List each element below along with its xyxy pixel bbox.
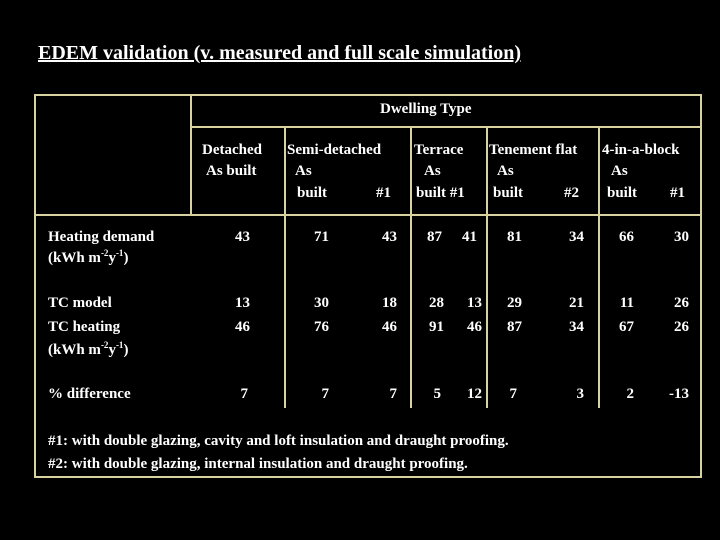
col-header-terrace: Terrace <box>414 142 464 158</box>
cell-value: 81 <box>507 229 522 245</box>
cell-value: 28 <box>429 295 444 311</box>
subheader-variant: #2 <box>564 185 579 201</box>
footnote-1: #1: with double glazing, cavity and loft… <box>48 433 509 449</box>
cell-value: 30 <box>314 295 329 311</box>
grid-line <box>284 126 286 408</box>
cell-value: 43 <box>382 229 397 245</box>
grid-line <box>598 126 600 408</box>
row-label: TC model <box>48 295 112 311</box>
cell-value: 2 <box>626 386 635 402</box>
subheader-built: built <box>493 185 524 201</box>
row-label-unit: (kWh m-2y-1) <box>48 340 129 359</box>
subheader-as: As built <box>206 163 257 179</box>
subheader-as: As <box>295 163 312 179</box>
cell-value: 30 <box>674 229 689 245</box>
group-header: Dwelling Type <box>380 101 472 117</box>
cell-value: -13 <box>669 386 689 402</box>
cell-value: 67 <box>619 319 634 335</box>
grid-line <box>486 126 488 408</box>
cell-value: 46 <box>382 319 397 335</box>
cell-value: 66 <box>619 229 634 245</box>
cell-value: 46 <box>467 319 482 335</box>
grid-line <box>36 214 702 216</box>
validation-table <box>34 94 702 478</box>
cell-value: 34 <box>569 229 584 245</box>
cell-value: 29 <box>507 295 522 311</box>
cell-value: 7 <box>321 386 330 402</box>
subheader-as: As <box>497 163 514 179</box>
page-title: EDEM validation (v. measured and full sc… <box>38 42 522 64</box>
cell-value: 76 <box>314 319 329 335</box>
cell-value: 46 <box>235 319 250 335</box>
cell-value: 41 <box>462 229 477 245</box>
cell-value: 43 <box>235 229 250 245</box>
cell-value: 18 <box>382 295 397 311</box>
grid-line <box>190 96 192 215</box>
cell-value: 21 <box>569 295 584 311</box>
row-label: % difference <box>48 386 131 402</box>
cell-value: 7 <box>240 386 249 402</box>
cell-value: 26 <box>674 319 689 335</box>
col-header-tenement: Tenement flat <box>489 142 578 158</box>
cell-value: 91 <box>429 319 444 335</box>
cell-value: 12 <box>467 386 482 402</box>
cell-value: 87 <box>427 229 442 245</box>
subheader-as: As <box>424 163 441 179</box>
subheader-built: built <box>297 185 328 201</box>
cell-value: 11 <box>619 295 634 311</box>
row-label-unit: (kWh m-2y-1) <box>48 248 129 267</box>
col-header-semi-detached: Semi-detached <box>287 142 382 158</box>
cell-value: 7 <box>389 386 398 402</box>
cell-value: 13 <box>235 295 250 311</box>
col-header-4-in-a-block: 4-in-a-block <box>602 142 680 158</box>
subheader-variant: #1 <box>670 185 685 201</box>
subheader-as: As <box>611 163 628 179</box>
subheader-built: built <box>607 185 638 201</box>
cell-value: 3 <box>576 386 585 402</box>
row-label: TC heating <box>48 319 121 335</box>
cell-value: 71 <box>314 229 329 245</box>
cell-value: 5 <box>433 386 442 402</box>
grid-line <box>190 126 700 128</box>
cell-value: 87 <box>507 319 522 335</box>
subheader-built: built #1 <box>416 185 465 201</box>
cell-value: 7 <box>509 386 518 402</box>
cell-value: 26 <box>674 295 689 311</box>
cell-value: 34 <box>569 319 584 335</box>
row-label: Heating demand <box>48 229 155 245</box>
grid-line <box>410 126 412 408</box>
col-header-detached: Detached <box>202 142 262 158</box>
subheader-variant: #1 <box>376 185 391 201</box>
cell-value: 13 <box>467 295 482 311</box>
footnote-2: #2: with double glazing, internal insula… <box>48 456 468 472</box>
